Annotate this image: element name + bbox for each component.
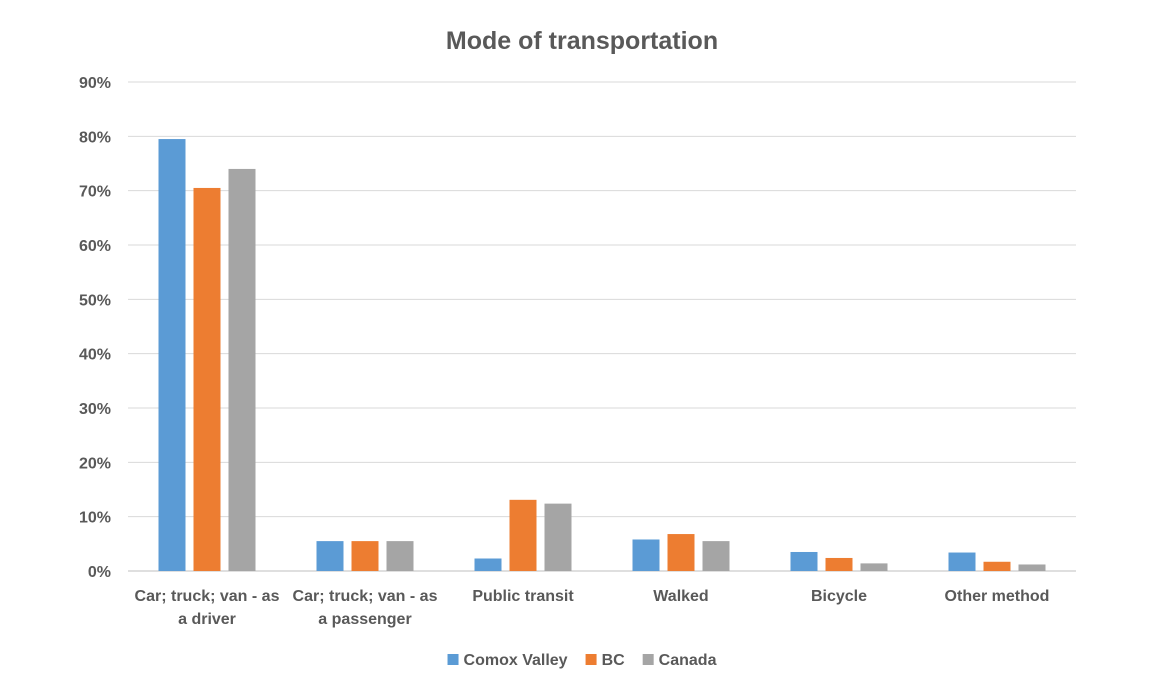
y-tick-label: 20% bbox=[79, 455, 111, 472]
y-tick-label: 90% bbox=[79, 75, 111, 92]
x-tick-label: Bicycle bbox=[811, 588, 867, 605]
bar bbox=[316, 541, 344, 571]
legend: Comox Valley BC Canada bbox=[447, 652, 717, 669]
legend-item: Canada bbox=[642, 652, 717, 669]
legend-swatch bbox=[585, 654, 597, 665]
bar bbox=[158, 139, 186, 572]
bar bbox=[544, 503, 572, 571]
bar bbox=[702, 541, 730, 571]
legend-swatch bbox=[642, 654, 654, 665]
gridlines bbox=[128, 81, 1076, 572]
bar bbox=[790, 551, 818, 571]
y-tick-label: 70% bbox=[79, 184, 111, 201]
y-tick-label: 60% bbox=[79, 238, 111, 255]
x-tick-label: Public transit bbox=[472, 588, 574, 605]
y-tick-label: 10% bbox=[79, 510, 111, 527]
legend-swatch bbox=[447, 654, 459, 665]
bar bbox=[983, 561, 1011, 571]
bar bbox=[860, 563, 888, 571]
bar bbox=[667, 534, 695, 571]
legend-item: BC bbox=[585, 652, 626, 669]
bar bbox=[351, 541, 379, 571]
bar bbox=[386, 541, 414, 571]
chart-title: Mode of transportation bbox=[446, 27, 718, 55]
y-tick-label: 40% bbox=[79, 347, 111, 364]
y-tick-label: 0% bbox=[88, 564, 111, 581]
y-tick-label: 50% bbox=[79, 292, 111, 309]
bar bbox=[474, 558, 502, 571]
y-tick-label: 30% bbox=[79, 401, 111, 418]
bar bbox=[948, 552, 976, 571]
x-tick-label: Car; truck; van - as a passenger bbox=[293, 588, 438, 628]
bar bbox=[228, 168, 256, 571]
bar bbox=[632, 539, 660, 571]
legend-item: Comox Valley bbox=[447, 652, 568, 669]
bar bbox=[509, 499, 537, 571]
x-tick-label: Walked bbox=[653, 588, 708, 605]
x-tick-label: Other method bbox=[945, 588, 1050, 605]
legend-label: BC bbox=[602, 652, 626, 669]
bar bbox=[825, 557, 853, 571]
bars bbox=[158, 139, 1046, 572]
x-tick-label: Car; truck; van - as a driver bbox=[135, 588, 280, 628]
bar bbox=[1018, 564, 1046, 571]
legend-label: Comox Valley bbox=[464, 652, 568, 669]
y-tick-label: 80% bbox=[79, 129, 111, 146]
bar bbox=[193, 187, 221, 571]
y-axis: 0% 10% 20% 30% 40% 50% 60% 70% 80% 90% bbox=[79, 75, 111, 581]
x-axis: Car; truck; van - as a driver Car; truck; … bbox=[135, 588, 1050, 628]
legend-label: Canada bbox=[659, 652, 717, 669]
